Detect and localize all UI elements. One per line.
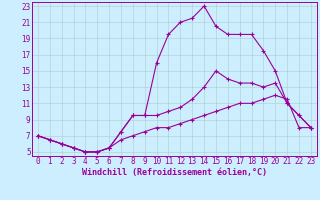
X-axis label: Windchill (Refroidissement éolien,°C): Windchill (Refroidissement éolien,°C) xyxy=(82,168,267,177)
